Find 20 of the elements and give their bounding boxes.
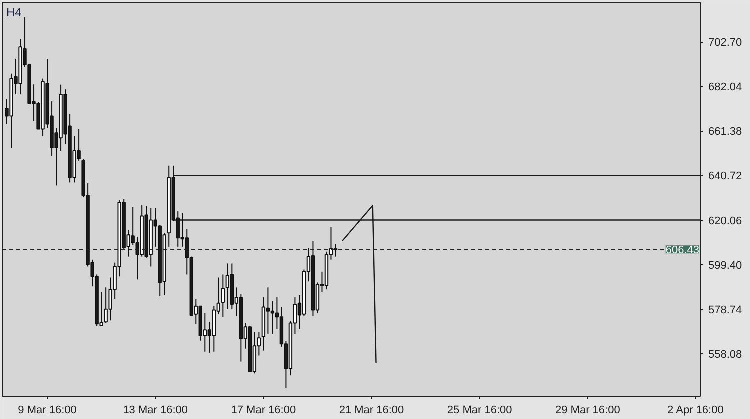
y-tick-label: 599.40 <box>708 260 742 272</box>
x-tick-label: 9 Mar 16:00 <box>18 404 77 416</box>
y-tick-label: 661.38 <box>708 126 742 138</box>
y-tick-label: 620.06 <box>708 215 742 228</box>
x-tick-label: 29 Mar 16:00 <box>556 404 620 416</box>
y-tick-label: 702.70 <box>708 37 742 50</box>
x-tick-label: 2 Apr 16:00 <box>668 404 724 416</box>
y-tick-label: 682.04 <box>708 82 742 94</box>
x-tick-label: 17 Mar 16:00 <box>231 404 296 416</box>
x-tick-label: 21 Mar 16:00 <box>339 404 404 416</box>
y-tick-label: 640.72 <box>708 170 742 183</box>
candlestick <box>266 287 270 334</box>
y-tick-label: 558.08 <box>708 348 742 361</box>
candlestick <box>221 274 226 318</box>
chart-title: H4 <box>6 6 22 20</box>
x-tick-label: 25 Mar 16:00 <box>447 404 512 416</box>
y-tick-label: 578.74 <box>708 304 742 316</box>
x-tick-label: 13 Mar 16:00 <box>123 404 188 416</box>
candlestick <box>226 263 230 310</box>
candlestick <box>270 300 275 334</box>
